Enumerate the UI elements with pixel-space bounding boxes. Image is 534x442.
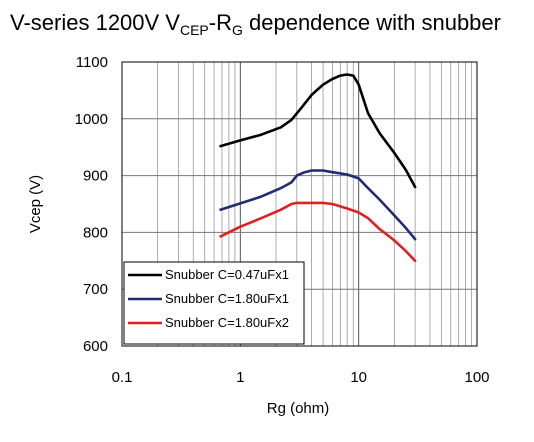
y-axis-label: Vcep (V) — [27, 175, 44, 233]
legend-label: Snubber C=1.80uFx2 — [165, 315, 289, 330]
series-line — [219, 169, 417, 241]
legend: Snubber C=0.47uFx1 Snubber C=1.80uFx1 Snub… — [123, 261, 305, 345]
y-tick-label: 800 — [83, 224, 108, 241]
x-tick-label: 100 — [464, 369, 489, 386]
legend-label: Snubber C=0.47uFx1 — [165, 267, 289, 282]
legend-label: Snubber C=1.80uFx1 — [165, 291, 289, 306]
y-tick-labels: 600 700 800 900 1000 1100 — [75, 54, 108, 355]
plot-area — [121, 61, 478, 347]
chart-title-mid: -R — [209, 10, 232, 35]
x-tick-label: 0.1 — [112, 369, 133, 386]
y-tick-label: 600 — [83, 338, 108, 355]
x-tick-labels: 0.1 1 10 100 — [112, 369, 490, 386]
chart-title-suffix: dependence with snubber — [243, 10, 501, 35]
y-tick-label: 1100 — [76, 54, 108, 71]
x-axis-label: Rg (ohm) — [267, 400, 330, 417]
y-tick-label: 1000 — [75, 111, 108, 128]
chart-title: V-series 1200V VCEP-RG dependence with s… — [10, 10, 501, 38]
series-line — [219, 73, 417, 189]
y-tick-label: 700 — [83, 281, 108, 298]
chart-title-prefix: V-series 1200V V — [10, 10, 180, 35]
y-tick-label: 900 — [83, 168, 108, 185]
series-group — [219, 73, 417, 263]
x-tick-label: 1 — [236, 369, 244, 386]
series-line — [219, 201, 417, 263]
x-tick-label: 10 — [350, 369, 367, 386]
chart-title-sub2: G — [232, 22, 243, 38]
chart-title-sub1: CEP — [180, 22, 209, 38]
